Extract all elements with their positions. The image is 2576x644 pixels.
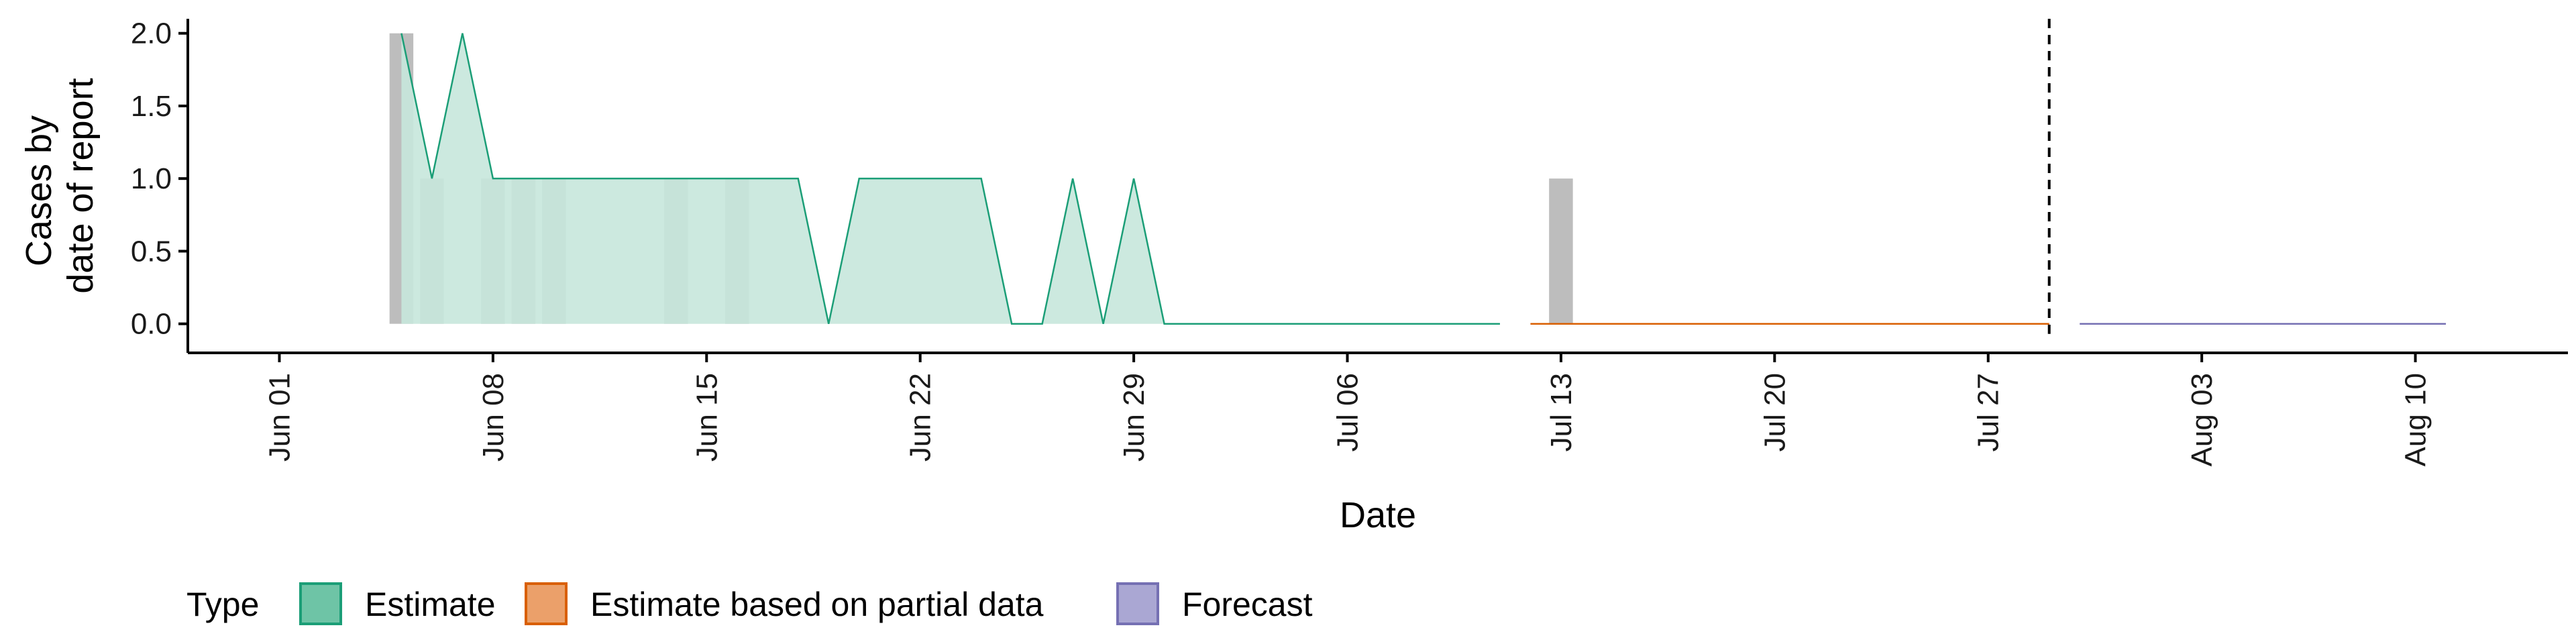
series-line-0 <box>400 33 1500 325</box>
x-tick-label: Jun 22 <box>904 373 937 462</box>
x-tick-label: Jun 01 <box>263 373 296 462</box>
y-axis-title: Cases by date of report <box>19 78 101 293</box>
legend-key-1 <box>525 582 568 625</box>
legend-key-2 <box>1116 582 1159 625</box>
axes <box>186 19 2568 354</box>
series-areas <box>400 33 2447 325</box>
y-axis-title-line-1: Cases by <box>19 115 59 266</box>
y-tick-label: 1.5 <box>131 90 172 123</box>
x-tick-label: Jun 29 <box>1118 373 1150 462</box>
x-tick-label: Aug 10 <box>2400 373 2432 466</box>
x-tick-label: Jul 13 <box>1545 373 1578 451</box>
legend-label-2: Forecast <box>1182 586 1313 623</box>
legend-label-0: Estimate <box>365 586 496 623</box>
x-tick-label: Jun 15 <box>690 373 723 462</box>
ticks: 0.0 0.5 1.0 1.5 2.0 Jun 01 Jun 08 Jun 15 Jun 22 J… <box>131 17 2432 467</box>
x-tick-label: Jul 20 <box>1758 373 1791 451</box>
x-axis-title: Date <box>1340 495 1416 535</box>
legend: Type Estimate Estimate based on partial d… <box>186 582 1313 625</box>
y-tick-label: 1.0 <box>131 162 172 195</box>
x-tick-label: Jun 08 <box>477 373 510 462</box>
x-tick-label: Jul 27 <box>1972 373 2005 451</box>
legend-title: Type <box>186 586 259 623</box>
x-tick-label: Jul 06 <box>1332 373 1364 451</box>
y-tick-label: 2.0 <box>131 17 172 50</box>
y-tick-label: 0.5 <box>131 235 172 268</box>
x-tick-label: Aug 03 <box>2186 373 2218 466</box>
reported-case-bar <box>1549 178 1573 324</box>
y-axis-title-line-2: date of report <box>60 78 101 293</box>
legend-key-0 <box>299 582 342 625</box>
legend-label-1: Estimate based on partial data <box>590 586 1044 623</box>
y-tick-label: 0.0 <box>131 308 172 341</box>
